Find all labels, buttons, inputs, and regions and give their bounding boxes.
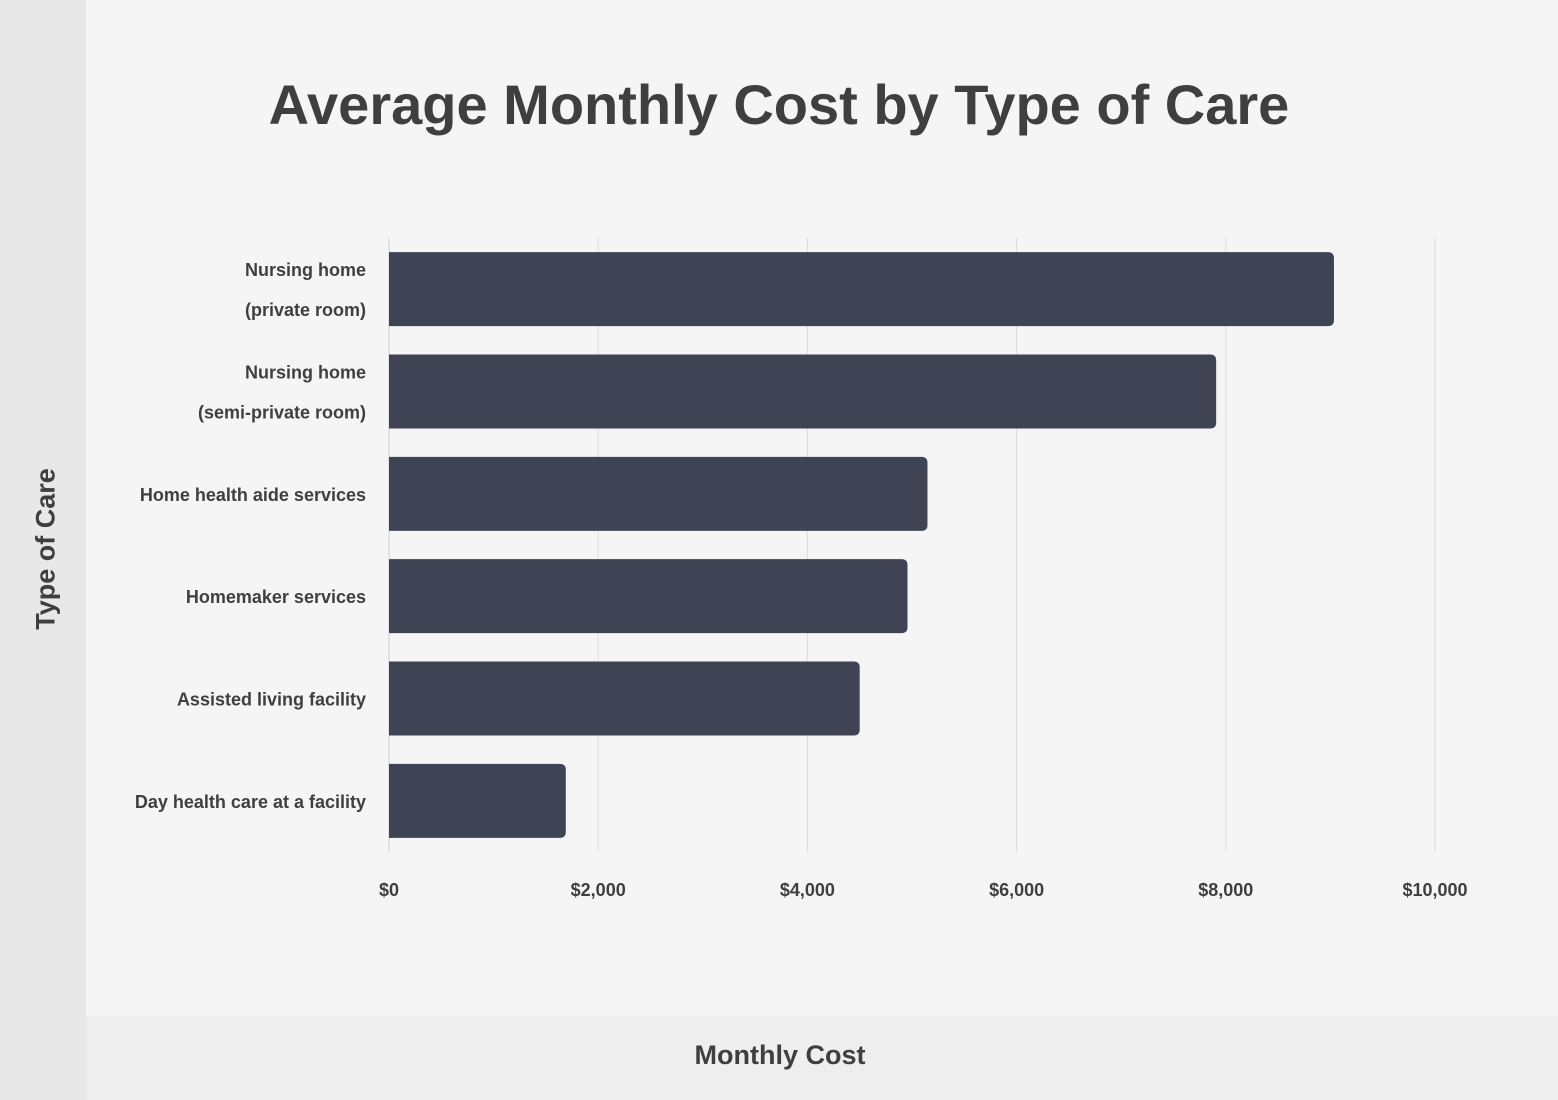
left-band xyxy=(0,0,86,1100)
bar xyxy=(389,252,1334,327)
x-tick-label: $6,000 xyxy=(989,880,1044,900)
bar xyxy=(389,559,908,634)
category-label: Nursing home xyxy=(245,363,366,383)
bar xyxy=(389,456,928,531)
category-label: (private room) xyxy=(245,300,366,320)
chart-title: Average Monthly Cost by Type of Care xyxy=(268,73,1290,136)
category-label: Assisted living facility xyxy=(177,690,366,710)
x-tick-label: $10,000 xyxy=(1402,880,1467,900)
bottom-band xyxy=(86,1016,1558,1100)
category-label: Homemaker services xyxy=(186,587,366,607)
category-label: Day health care at a facility xyxy=(135,792,366,812)
x-tick-label: $4,000 xyxy=(780,880,835,900)
bar xyxy=(389,354,1217,429)
category-label: (semi-private room) xyxy=(198,403,366,423)
category-label: Home health aide services xyxy=(140,485,366,505)
bar xyxy=(389,763,566,838)
category-label: Nursing home xyxy=(245,260,366,280)
x-tick-label: $0 xyxy=(379,880,399,900)
x-tick-label: $2,000 xyxy=(571,880,626,900)
x-tick-label: $8,000 xyxy=(1198,880,1253,900)
x-axis-label: Monthly Cost xyxy=(694,1040,866,1070)
bar xyxy=(389,661,860,736)
